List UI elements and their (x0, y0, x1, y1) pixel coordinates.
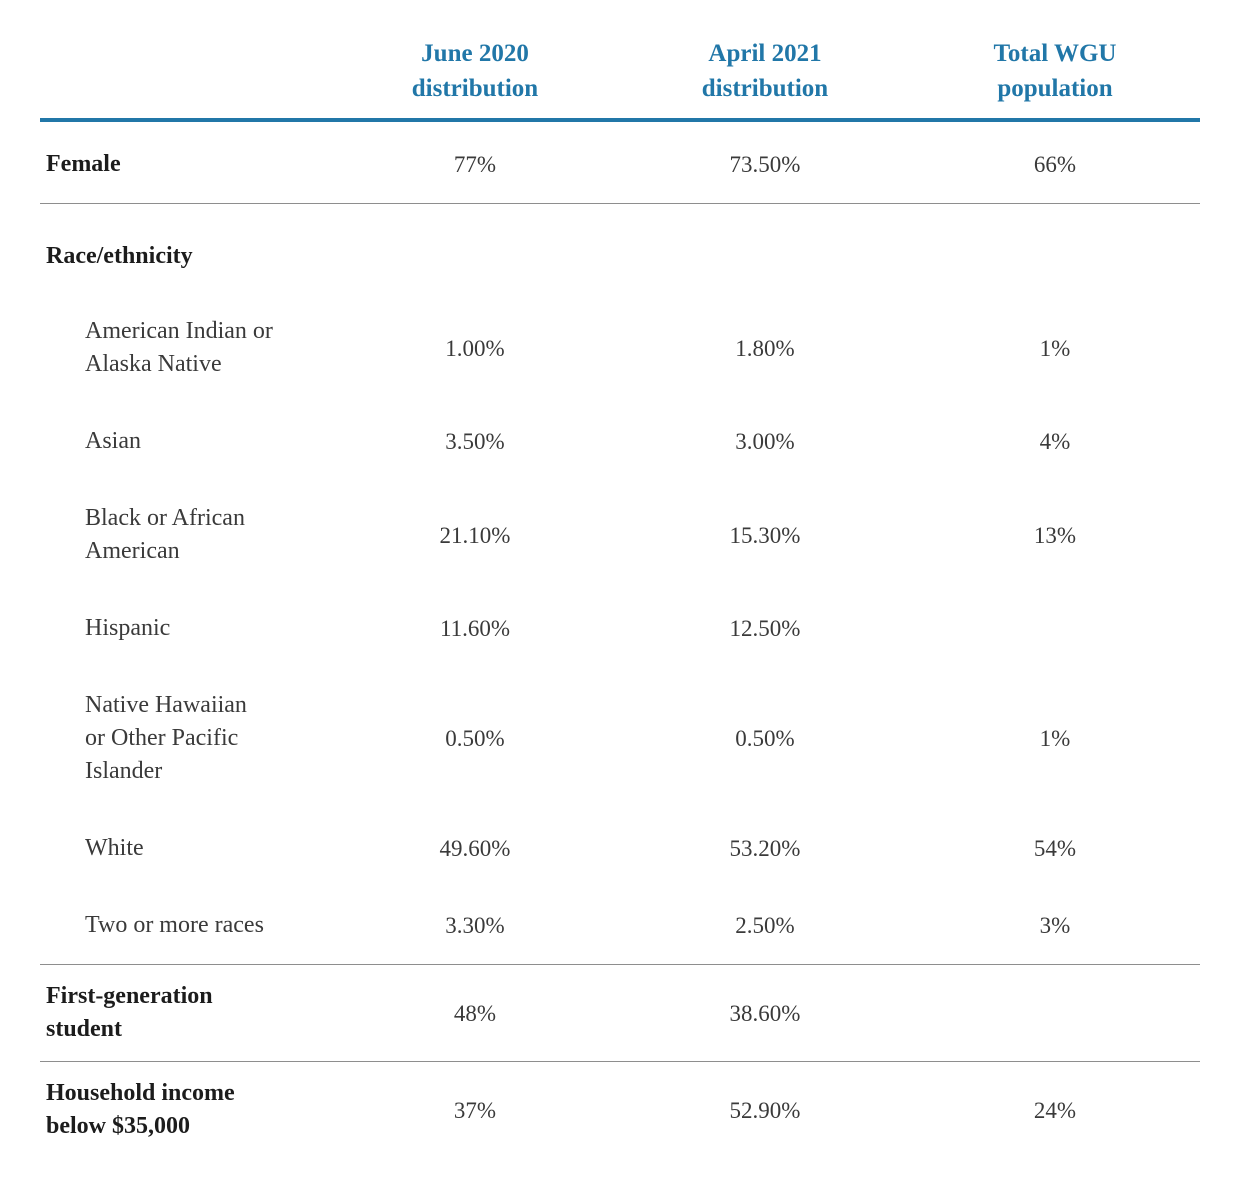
cell-value: 77% (330, 120, 620, 204)
cell-value: 1.80% (735, 335, 795, 361)
row-label: Black or African American (85, 505, 245, 564)
table-row-white: White 49.60% 53.20% 54% (40, 810, 1200, 887)
cell-value: 37% (453, 1097, 497, 1123)
cell-value (910, 204, 1200, 294)
header-spacer (40, 0, 330, 122)
cell-value: 53.20% (729, 836, 801, 861)
cell-value: 54% (1033, 836, 1077, 861)
table-row-asian: Asian 3.50% 3.00% 4% (40, 403, 1200, 480)
cell-value: 3.30% (330, 887, 620, 965)
demographics-table: June 2020 distribution April 2021 distri… (40, 0, 1200, 1158)
cell-value (910, 590, 1200, 667)
table-row-black-african-american: Black or African American 21.10% 15.30% … (40, 480, 1200, 590)
cell-value: 21.10% (439, 522, 511, 548)
cell-value: 11.60% (439, 616, 511, 641)
cell-value: 52.90% (729, 1097, 801, 1123)
cell-value: 3.00% (735, 429, 795, 454)
table-row-household-income: Household income below $35,000 37% 52.90… (40, 1062, 1200, 1159)
cell-value (330, 204, 620, 294)
table-row-american-indian: American Indian or Alaska Native 1.00% 1… (40, 293, 1200, 403)
row-label: Household income below $35,000 (46, 1080, 235, 1139)
row-label: Hispanic (85, 615, 171, 641)
header-row: June 2020 distribution April 2021 distri… (40, 0, 1200, 122)
cell-value: 48% (330, 964, 620, 1062)
row-label: American Indian or Alaska Native (85, 318, 273, 377)
cell-value: 24% (1033, 1097, 1077, 1123)
cell-value: 13% (1033, 522, 1077, 548)
column-header-april-2021: April 2021 distribution (620, 0, 910, 122)
cell-value (620, 204, 910, 294)
cell-value: 66% (910, 120, 1200, 204)
cell-value: 4% (1039, 429, 1071, 454)
cell-value: 3.50% (445, 429, 505, 454)
cell-value: 1.00% (445, 335, 505, 361)
row-label: Native Hawaiian or Other Pacific Islande… (85, 692, 247, 784)
table-row-race-ethnicity-header: Race/ethnicity (40, 204, 1200, 294)
row-label: First-generation student (40, 964, 330, 1062)
table-row-native-hawaiian: Native Hawaiian or Other Pacific Islande… (40, 667, 1200, 810)
row-label: White (85, 835, 144, 861)
table-row-female: Female 77% 73.50% 66% (40, 120, 1200, 204)
cell-value: 0.50% (445, 726, 505, 751)
section-label: Race/ethnicity (46, 243, 193, 269)
cell-value: 49.60% (439, 836, 511, 861)
row-label: Two or more races (40, 887, 330, 965)
cell-value: 73.50% (620, 120, 910, 204)
column-header-total-wgu: Total WGU population (910, 0, 1200, 122)
row-label: Female (40, 120, 330, 204)
cell-value: 2.50% (620, 887, 910, 965)
row-label: Asian (85, 428, 141, 454)
column-header-june-2020: June 2020 distribution (330, 0, 620, 122)
cell-value (910, 964, 1200, 1062)
cell-value: 1% (1039, 335, 1071, 361)
table-row-first-generation: First-generation student 48% 38.60% (40, 964, 1200, 1062)
cell-value: 0.50% (735, 726, 795, 751)
cell-value: 1% (1039, 726, 1071, 751)
cell-value: 15.30% (729, 522, 801, 548)
table-row-two-or-more-races: Two or more races 3.30% 2.50% 3% (40, 887, 1200, 965)
cell-value: 3% (910, 887, 1200, 965)
table-row-hispanic: Hispanic 11.60% 12.50% (40, 590, 1200, 667)
cell-value: 38.60% (620, 964, 910, 1062)
cell-value: 12.50% (729, 616, 801, 641)
